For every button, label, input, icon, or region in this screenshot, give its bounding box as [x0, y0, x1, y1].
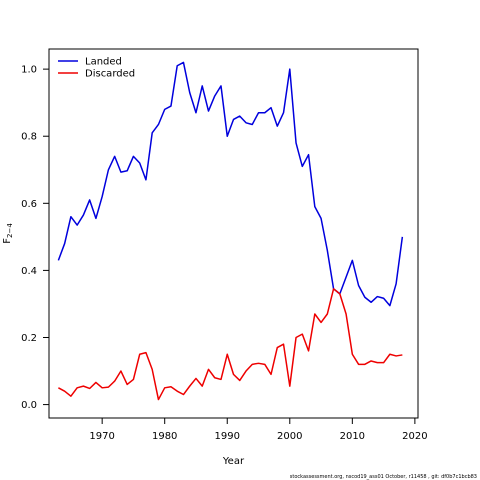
- x-axis: 1970 1980 1990 2000 2010 2020: [89, 418, 428, 442]
- y-axis-title-main: F: [2, 238, 13, 244]
- series-layer: [57, 61, 404, 401]
- x-tick-label: 1990: [215, 431, 240, 442]
- y-tick-label: 0.0: [21, 400, 37, 411]
- y-axis: 0.0 0.2 0.4 0.6 0.8 1.0: [21, 65, 49, 411]
- y-tick-label: 0.8: [21, 132, 37, 143]
- legend-label-landed: Landed: [85, 57, 122, 68]
- x-tick-label: 2000: [277, 431, 302, 442]
- series-line-discarded: [58, 288, 403, 401]
- series-line-landed: [57, 61, 404, 307]
- plot-frame: [48, 48, 419, 419]
- x-tick-label: 2020: [402, 431, 427, 442]
- x-tick-label: 1970: [89, 431, 114, 442]
- y-tick-label: 0.2: [21, 333, 37, 344]
- y-axis-title: F2−4: [2, 223, 14, 244]
- y-tick-label: 0.6: [21, 199, 37, 210]
- y-tick-label: 1.0: [21, 65, 37, 76]
- x-tick-label: 2010: [340, 431, 365, 442]
- x-axis-title: Year: [222, 456, 245, 467]
- y-axis-title-subscript: 2−4: [6, 223, 14, 238]
- legend-label-discarded: Discarded: [85, 69, 135, 80]
- y-tick-label: 0.4: [21, 266, 37, 277]
- x-tick-label: 1980: [152, 431, 177, 442]
- footer-text: stockassessment.org, nscod19_ass01 Octob…: [290, 474, 477, 480]
